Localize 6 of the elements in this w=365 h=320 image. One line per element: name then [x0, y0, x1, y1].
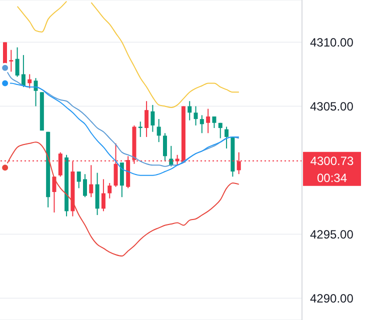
text: 00:34	[316, 170, 348, 185]
y-tick-label: 4310.00	[310, 36, 354, 50]
y-tick-label: 4305.00	[310, 100, 354, 114]
ref-line-label: 4300.73	[310, 154, 354, 168]
y-tick-label: 4290.00	[310, 292, 354, 306]
y-tick-label: 4295.00	[310, 228, 354, 242]
